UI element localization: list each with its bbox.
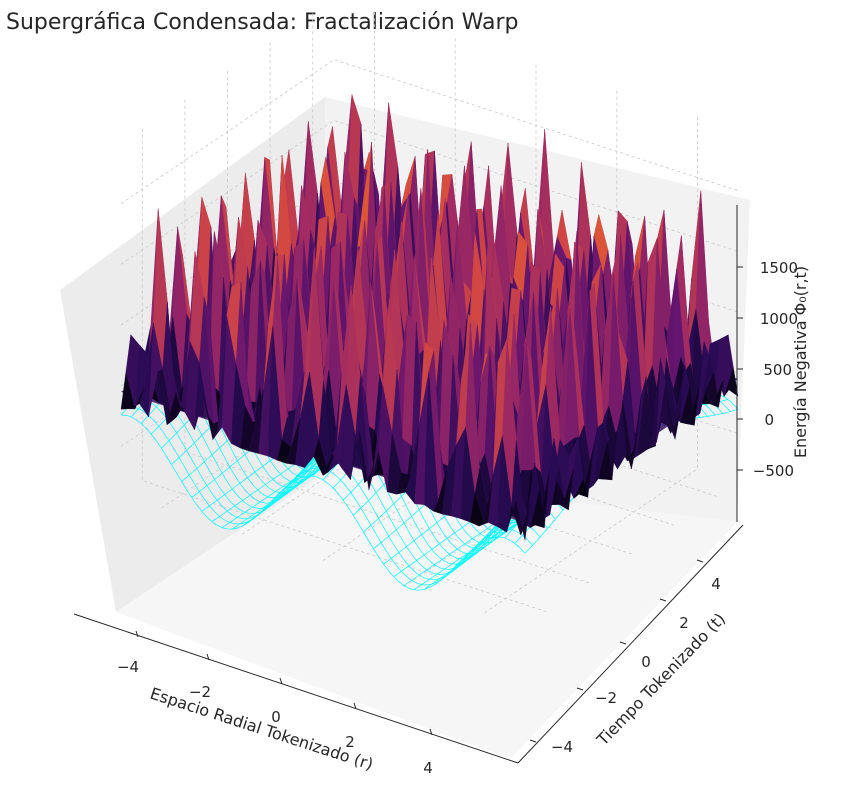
grid-line xyxy=(120,59,739,205)
surface-facet xyxy=(515,501,530,541)
y-axis-line xyxy=(517,524,744,764)
z-tick-label: −500 xyxy=(753,462,794,480)
x-axis-label: Espacio Radial Tokenizado (r) xyxy=(148,684,376,774)
z-tick-label: 0 xyxy=(764,411,774,429)
fractal-surface xyxy=(120,94,739,541)
y-tick-label: −4 xyxy=(551,738,573,756)
grid-line xyxy=(403,90,618,588)
chart-title: Supergráfica Condensada: Fractalización … xyxy=(6,10,518,35)
grid-line xyxy=(120,119,739,265)
x-tick-label: −2 xyxy=(189,683,211,701)
x-tick-label: 0 xyxy=(271,708,281,726)
z-tick-label: 1500 xyxy=(760,259,798,277)
grid-line xyxy=(161,12,375,509)
y-tick-label: 2 xyxy=(679,614,689,632)
x-ticks: −4 −2 0 2 4 xyxy=(117,630,433,777)
y-ticks: −4 −2 0 2 4 xyxy=(529,559,721,756)
z-tick-label: 500 xyxy=(763,361,792,379)
z-axis-label: Energía Negativa Φ₀(r,t) xyxy=(791,266,810,458)
surface-plot xyxy=(120,94,739,591)
grid-line xyxy=(484,116,698,614)
z-ticks: −500 0 500 1000 1500 xyxy=(737,259,798,480)
y-tick-label: 0 xyxy=(641,653,651,671)
grid-line xyxy=(241,38,456,535)
y-tick-label: 4 xyxy=(711,575,721,593)
grid-line xyxy=(322,64,537,561)
x-tick-label: −4 xyxy=(117,658,139,676)
z-tick-label: 1000 xyxy=(760,310,798,328)
y-tick-label: −2 xyxy=(595,689,617,707)
x-tick-label: 2 xyxy=(345,733,355,751)
x-axis-line xyxy=(73,613,519,764)
x-tick-label: 4 xyxy=(423,759,433,777)
floor-pane xyxy=(116,473,737,759)
